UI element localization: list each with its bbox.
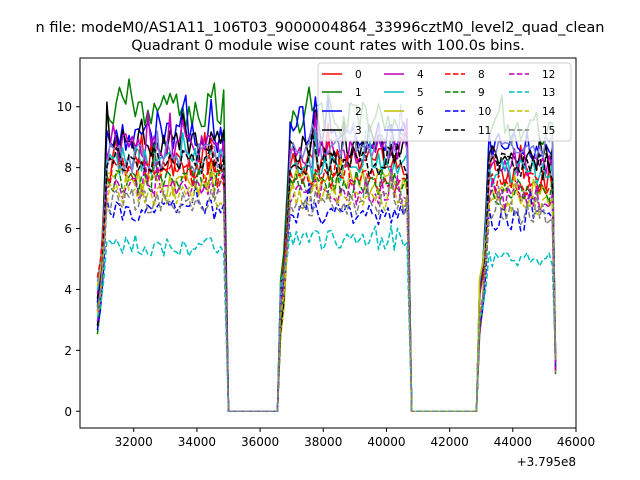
legend-label-1: 1 [355,87,362,99]
legend-label-14: 14 [542,106,556,118]
series-line-11 [96,131,557,413]
axes-frame [79,57,577,429]
figure-suptitle: n file: modeM0/AS1A11_106T03_9000004864_… [36,20,605,36]
x-tick-label: 38000 [304,435,342,449]
legend-label-11: 11 [478,125,491,137]
chart-title: Quadrant 0 module wise count rates with … [131,38,525,54]
y-tick-label: 4 [64,283,72,297]
legend-label-9: 9 [478,87,485,99]
legend-label-0: 0 [355,69,362,81]
legend-label-8: 8 [478,69,485,81]
legend-label-10: 10 [478,106,491,118]
x-tick-label: 44000 [494,435,532,449]
legend-label-6: 6 [417,106,424,118]
legend-label-13: 13 [542,87,555,99]
x-axis: 32000 34000 36000 38000 40000 42000 44000 46000 [115,428,595,449]
legend-label-3: 3 [355,125,362,137]
series-line-8 [96,138,557,413]
legend-label-15: 15 [542,125,555,137]
x-tick-label: 40000 [367,435,405,449]
x-tick-label: 42000 [431,435,469,449]
series-line-15 [96,171,557,413]
x-tick-label: 36000 [241,435,279,449]
legend-label-5: 5 [417,87,424,99]
legend-label-12: 12 [542,69,555,81]
x-offset-label: +3.795e8 [517,455,576,469]
y-tick-label: 6 [64,222,72,236]
legend-label-4: 4 [417,69,424,81]
y-axis: 0 2 4 6 8 10 [57,100,80,419]
legend-box [317,62,572,142]
y-tick-label: 10 [57,100,72,114]
x-tick-label: 32000 [115,435,153,449]
series-line-10 [96,182,557,413]
y-tick-label: 0 [64,405,72,419]
y-tick-label: 8 [64,161,72,175]
series-line-9 [96,143,557,413]
series-line-13 [96,225,557,413]
x-tick-label: 46000 [557,435,595,449]
x-tick-label: 34000 [178,435,216,449]
y-tick-label: 2 [64,344,72,358]
legend-label-2: 2 [355,106,362,118]
legend-label-7: 7 [417,125,424,137]
